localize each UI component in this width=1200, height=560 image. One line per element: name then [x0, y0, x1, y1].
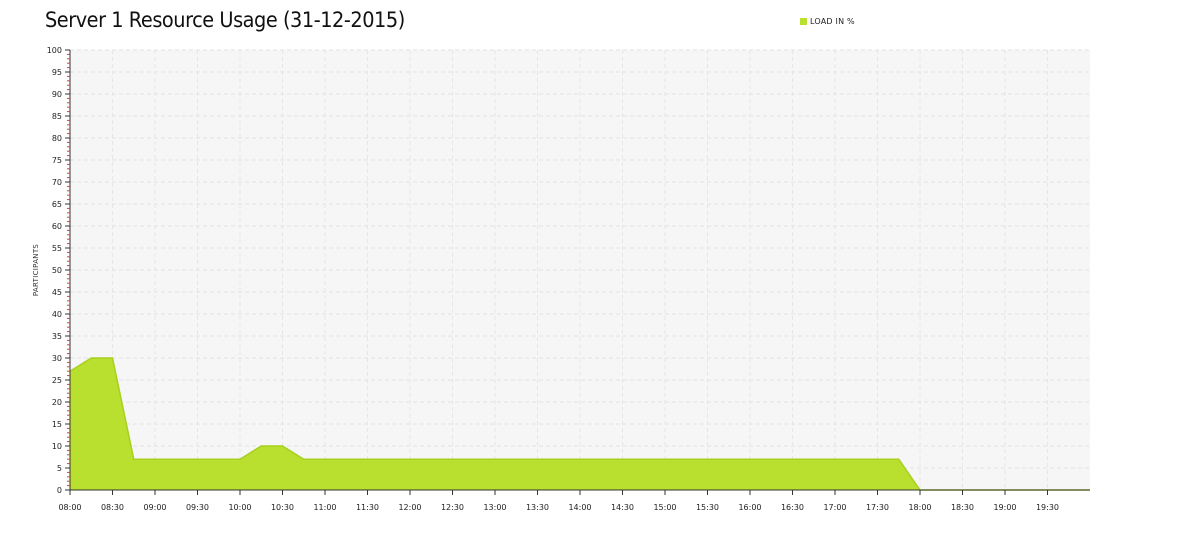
y-tick-label: 55: [52, 244, 62, 253]
y-tick-label: 40: [52, 310, 62, 319]
y-tick-label: 90: [52, 90, 62, 99]
x-tick-label: 14:30: [611, 503, 634, 512]
x-tick-label: 13:00: [483, 503, 506, 512]
legend: LOAD IN %: [800, 17, 855, 26]
x-tick-label: 09:00: [143, 503, 166, 512]
x-tick-label: 19:30: [1036, 503, 1059, 512]
x-tick-label: 11:00: [313, 503, 336, 512]
y-tick-label: 0: [57, 486, 62, 495]
y-tick-label: 20: [52, 398, 62, 407]
x-tick-label: 12:30: [441, 503, 464, 512]
legend-swatch: [800, 18, 807, 25]
y-tick-label: 50: [52, 266, 62, 275]
x-tick-label: 11:30: [356, 503, 379, 512]
y-tick-label: 10: [52, 442, 62, 451]
y-tick-label: 5: [57, 464, 62, 473]
y-tick-label: 100: [47, 46, 62, 55]
y-tick-label: 95: [52, 68, 62, 77]
x-tick-label: 17:00: [823, 503, 846, 512]
y-tick-label: 65: [52, 200, 62, 209]
y-tick-label: 60: [52, 222, 62, 231]
x-tick-label: 16:00: [738, 503, 761, 512]
y-tick-label: 75: [52, 156, 62, 165]
x-tick-label: 16:30: [781, 503, 804, 512]
y-tick-label: 80: [52, 134, 62, 143]
x-tick-label: 15:30: [696, 503, 719, 512]
x-tick-label: 18:00: [908, 503, 931, 512]
series-area: [70, 358, 1090, 490]
x-tick-label: 17:30: [866, 503, 889, 512]
grid-lines: [70, 49, 1090, 490]
x-tick-label: 08:00: [58, 503, 81, 512]
x-tick-label: 14:00: [568, 503, 591, 512]
y-tick-label: 85: [52, 112, 62, 121]
x-tick-label: 19:00: [993, 503, 1016, 512]
x-tick-label: 15:00: [653, 503, 676, 512]
x-tick-label: 12:00: [398, 503, 421, 512]
x-tick-label: 10:30: [271, 503, 294, 512]
y-tick-label: 70: [52, 178, 62, 187]
y-tick-label: 15: [52, 420, 62, 429]
x-tick-label: 08:30: [101, 503, 124, 512]
y-tick-label: 45: [52, 288, 62, 297]
x-tick-label: 13:30: [526, 503, 549, 512]
y-tick-label: 25: [52, 376, 62, 385]
y-tick-label: 35: [52, 332, 62, 341]
x-tick-label: 18:30: [951, 503, 974, 512]
y-tick-label: 30: [52, 354, 62, 363]
series-layer: [69, 357, 1090, 491]
chart-title: Server 1 Resource Usage (31-12-2015): [45, 8, 405, 32]
legend-label: LOAD IN %: [810, 17, 855, 26]
axes: [65, 49, 1090, 495]
tick-labels: 0 5 10 15 20 25 30 35 40 45 50 55 60 65 70 75 80 85 90 95 10…: [47, 46, 1059, 512]
x-tick-label: 10:00: [228, 503, 251, 512]
x-tick-label: 09:30: [186, 503, 209, 512]
series-line: [69, 357, 1090, 491]
